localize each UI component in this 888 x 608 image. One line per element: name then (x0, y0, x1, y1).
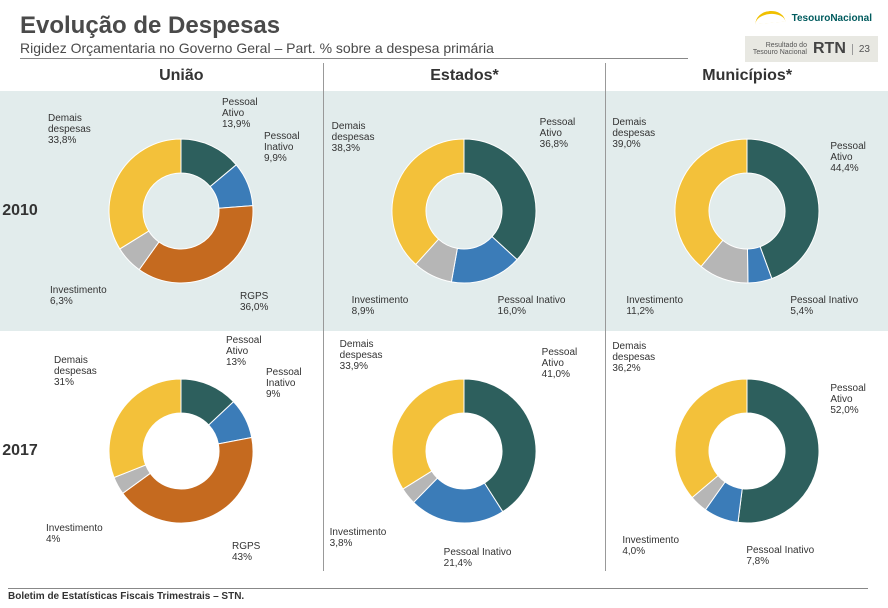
cell-estados-2010: PessoalAtivo36,8% Pessoal Inativo16,0% Inv… (323, 91, 606, 331)
donut-slice (738, 379, 819, 523)
slice-label: PessoalInativo9% (266, 367, 302, 400)
slice-label: Investimento4% (46, 523, 103, 545)
corner-spacer (0, 63, 40, 91)
slice-label: PessoalAtivo13,9% (222, 97, 258, 130)
brand-logo: TesouroNacional (755, 8, 872, 26)
donut-slice (675, 379, 747, 498)
slide-header: TesouroNacional Resultado do Tesouro Nac… (0, 0, 888, 63)
slide-subtitle: Rigidez Orçamentaria no Governo Geral – … (20, 40, 688, 59)
slice-label: Pessoal Inativo5,4% (790, 295, 858, 317)
col-header-municipios: Municípios* (605, 63, 888, 91)
cell-municipios-2017: PessoalAtivo52,0% Pessoal Inativo7,8% Inve… (605, 331, 888, 571)
slide-title: Evolução de Despesas (20, 12, 868, 40)
slice-label: Demaisdespesas38,3% (332, 121, 375, 154)
slice-label: PessoalAtivo44,4% (830, 141, 866, 174)
slice-label: RGPS43% (232, 541, 260, 563)
slice-label: PessoalAtivo52,0% (830, 383, 866, 416)
slice-label: Demaisdespesas33,8% (48, 113, 91, 146)
slice-label: Investimento4,0% (622, 535, 679, 557)
slice-label: PessoalAtivo13% (226, 335, 262, 368)
brand-name: TesouroNacional (792, 13, 872, 24)
slice-label: Pessoal Inativo16,0% (498, 295, 566, 317)
chart-grid: União Estados* Municípios* 2010 PessoalA… (0, 63, 888, 571)
row-label-2010: 2010 (0, 91, 40, 331)
badge-subtitle: Resultado do Tesouro Nacional (753, 42, 807, 56)
slice-label: PessoalAtivo41,0% (542, 347, 578, 380)
cell-uniao-2010: PessoalAtivo13,9%PessoalInativo9,9% RGPS3… (40, 91, 323, 331)
donut-slice (109, 379, 181, 478)
donut-slice (392, 139, 464, 264)
col-header-uniao: União (40, 63, 323, 91)
slice-label: Demaisdespesas33,9% (340, 339, 383, 372)
cell-estados-2017: PessoalAtivo41,0% Pessoal Inativo21,4% Inv… (323, 331, 606, 571)
slice-label: Pessoal Inativo21,4% (444, 547, 512, 569)
donut-slice (109, 139, 181, 249)
slice-label: Pessoal Inativo7,8% (746, 545, 814, 567)
slice-label: Investimento6,3% (50, 285, 107, 307)
donut-slice (464, 139, 536, 260)
slice-label: PessoalAtivo36,8% (540, 117, 576, 150)
logo-swoosh-icon (755, 10, 786, 25)
footnote: Boletim de Estatísticas Fiscais Trimestr… (8, 588, 868, 602)
col-header-estados: Estados* (323, 63, 606, 91)
donut-slice (392, 379, 464, 489)
slice-label: RGPS36,0% (240, 291, 268, 313)
page-badge: Resultado do Tesouro Nacional RTN 23 (745, 36, 878, 62)
cell-uniao-2017: PessoalAtivo13%PessoalInativo9% RGPS43% In… (40, 331, 323, 571)
slice-label: Demaisdespesas31% (54, 355, 97, 388)
badge-code: RTN (813, 40, 846, 58)
slice-label: Demaisdespesas39,0% (612, 117, 655, 150)
slice-label: Demaisdespesas36,2% (612, 341, 655, 374)
slice-label: PessoalInativo9,9% (264, 131, 300, 164)
row-label-2017: 2017 (0, 331, 40, 571)
cell-municipios-2010: PessoalAtivo44,4% Pessoal Inativo5,4% Inve… (605, 91, 888, 331)
page-number: 23 (852, 44, 870, 55)
slice-label: Investimento8,9% (352, 295, 409, 317)
slice-label: Investimento3,8% (330, 527, 387, 549)
slice-label: Investimento11,2% (626, 295, 683, 317)
